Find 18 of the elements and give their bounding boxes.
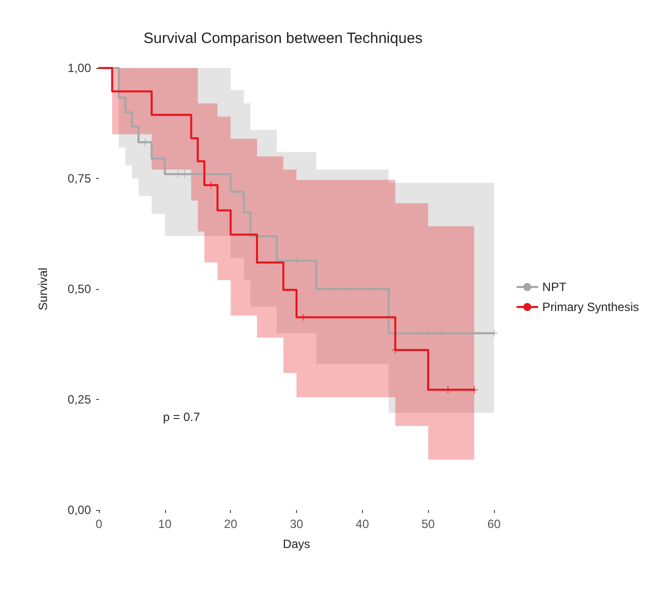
x-tick-label: 60 <box>487 517 501 531</box>
x-tick-label: 50 <box>421 517 436 531</box>
y-axis-title: Survival <box>36 268 50 310</box>
y-tick-label: 0,00 <box>68 503 92 517</box>
y-tick-label: 0,50 <box>68 282 92 296</box>
x-axis-title: Days <box>282 537 310 551</box>
x-tick-label: 30 <box>290 517 304 531</box>
y-tick-label: 1,00 <box>68 61 92 75</box>
legend-label: Primary Synthesis <box>542 300 640 314</box>
x-tick-label: 40 <box>356 517 370 531</box>
x-tick-label: 20 <box>224 517 238 531</box>
y-tick-label: 0,75 <box>68 172 92 186</box>
x-tick-label: 0 <box>96 517 103 531</box>
chart-title: Survival Comparison between Techniques <box>143 30 423 47</box>
x-tick-label: 10 <box>158 517 172 531</box>
legend-label: NPT <box>542 280 567 294</box>
annotation: p = 0.7 <box>163 410 200 424</box>
y-tick-label: 0,25 <box>68 392 92 406</box>
